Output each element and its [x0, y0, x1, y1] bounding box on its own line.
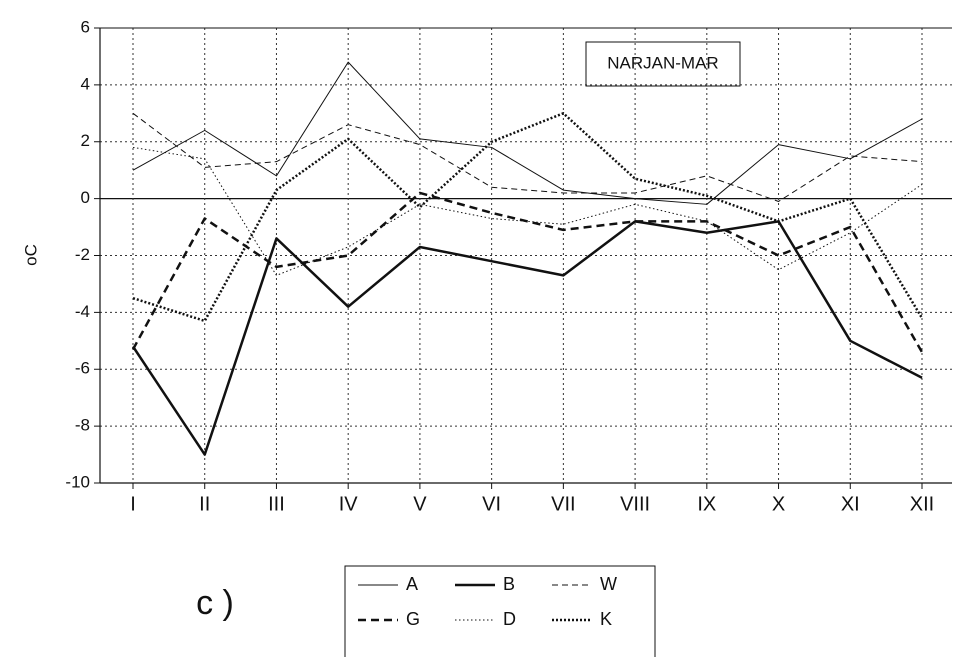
y-tick-label: -4: [75, 302, 90, 321]
legend-label: B: [503, 574, 515, 594]
series-line: [131, 220, 923, 456]
x-tick-label: VIII: [620, 493, 650, 515]
x-tick-label: VI: [482, 493, 501, 515]
y-tick-label: -6: [75, 359, 90, 378]
series-line: [132, 146, 923, 276]
y-tick-label: 6: [81, 17, 90, 36]
series-line: [131, 191, 924, 353]
x-tick-label: I: [130, 493, 136, 515]
y-tick-label: 0: [81, 188, 90, 207]
x-tick-label: IX: [697, 493, 716, 515]
annotation: NARJAN-MAR: [607, 53, 718, 72]
legend-label: K: [600, 609, 612, 629]
legend: [344, 565, 656, 657]
x-tick-label: III: [268, 493, 285, 515]
legend-label: W: [600, 574, 617, 594]
series-line: [132, 61, 923, 205]
legend-label: G: [406, 609, 420, 629]
x-tick-label: IV: [339, 493, 359, 515]
series-line: [132, 112, 924, 323]
x-tick-label: V: [413, 493, 427, 515]
x-tick-label: X: [772, 493, 785, 515]
y-tick-label: 2: [81, 131, 90, 150]
annotation-box: [585, 41, 741, 87]
x-tick-label: XII: [910, 493, 934, 515]
series-line: [132, 112, 923, 202]
panel-label: c ): [196, 584, 234, 622]
x-tick-label: II: [199, 493, 210, 515]
y-tick-label: -2: [75, 245, 90, 264]
y-axis-label: oC: [21, 244, 40, 266]
legend-label: A: [406, 574, 418, 594]
x-tick-label: XI: [841, 493, 860, 515]
y-tick-label: -8: [75, 416, 90, 435]
legend-label: D: [503, 609, 516, 629]
x-tick-label: VII: [551, 493, 575, 515]
y-tick-label: -10: [65, 472, 90, 491]
y-tick-label: 4: [81, 74, 90, 93]
